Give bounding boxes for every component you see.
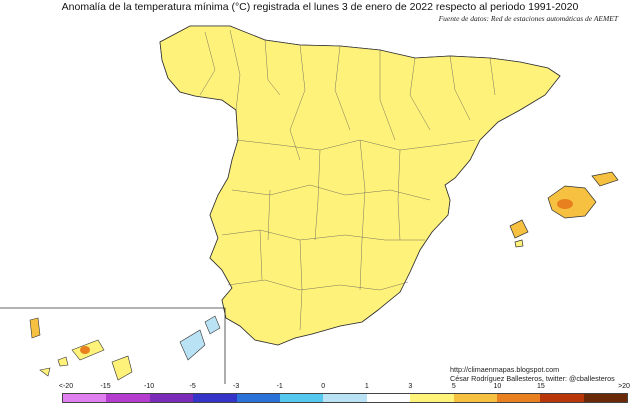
menorca (591, 171, 619, 187)
credits: http://climaenmapas.blogspot.com César R… (450, 365, 615, 383)
color-legend (62, 393, 628, 403)
canary-islands-inset (0, 307, 226, 384)
legend-tick-label: -10 (144, 383, 155, 390)
legend-tick-label: 15 (537, 383, 545, 390)
legend-swatch (496, 394, 541, 402)
la-gomera (57, 356, 69, 367)
legend-tick-label: -1 (276, 383, 283, 390)
legend-swatch (279, 394, 324, 402)
formentera (514, 239, 524, 248)
lanzarote (204, 315, 221, 335)
legend-ticks: <-20 -15 -10 -5 -3 -1 0 1 3 5 10 15 >20 (0, 383, 640, 393)
legend-swatch (106, 394, 150, 402)
la-palma (29, 317, 41, 339)
legend-swatch (453, 394, 497, 402)
peninsula (159, 25, 561, 346)
legend-swatch (193, 394, 237, 402)
gran-canaria (111, 355, 133, 381)
legend-tick-label: -3 (233, 383, 240, 390)
legend-swatch (63, 394, 107, 402)
legend-swatch (410, 394, 454, 402)
balearic-islands (509, 171, 619, 248)
legend-tick-label: <-20 (58, 383, 74, 390)
legend-swatch (540, 394, 584, 402)
ibiza (509, 219, 529, 239)
data-source: Fuente de datos: Red de estaciones autom… (438, 14, 618, 23)
credits-url: http://climaenmapas.blogspot.com (450, 365, 560, 374)
legend-swatch (149, 394, 194, 402)
legend-tick-label: -15 (100, 383, 111, 390)
legend-tick-label: 0 (321, 383, 326, 390)
legend-swatch (236, 394, 280, 402)
legend-tick-label: 3 (408, 383, 413, 390)
legend-tick-label: 5 (451, 383, 456, 390)
legend-tick-label: 1 (364, 383, 369, 390)
el-hierro (39, 367, 51, 377)
map-title: Anomalía de la temperatura mínima (°C) r… (61, 1, 579, 13)
legend-swatch (323, 394, 367, 402)
legend-swatch (583, 394, 628, 402)
fuerteventura (179, 329, 206, 361)
credits-author: César Rodríguez Ballesteros, twitter: @c… (450, 373, 615, 383)
legend-tick-label: >20 (618, 383, 630, 390)
province-borders (199, 29, 496, 331)
legend-tick-label: -5 (189, 383, 196, 390)
legend-swatch (366, 394, 411, 402)
legend-tick-label: 10 (493, 383, 502, 390)
